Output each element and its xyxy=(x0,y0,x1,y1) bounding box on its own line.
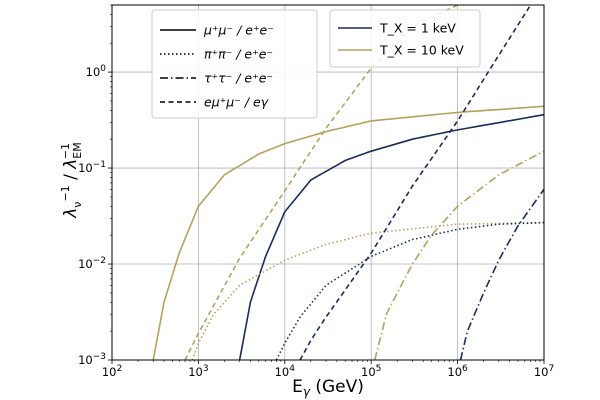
series-tautau-1keV xyxy=(459,188,544,360)
y-tick-label: 10−3 xyxy=(78,352,106,367)
y-tick-label: 100 xyxy=(86,64,107,79)
series-emumu-1keV xyxy=(299,5,532,360)
x-tick-label: 107 xyxy=(534,364,554,379)
legend-channel-label: π⁺π⁻ / e⁺e⁻ xyxy=(204,47,273,62)
x-tick-label: 102 xyxy=(102,364,122,379)
x-tick-label: 106 xyxy=(447,364,468,379)
x-tick-label: 103 xyxy=(188,364,208,379)
axis-ticks xyxy=(108,4,545,364)
legend-temps: T_X = 1 keV T_X = 10 keV xyxy=(329,9,481,68)
series-mumu-10keV xyxy=(152,105,544,360)
svg-text:λν−1 / λEM−1: λν−1 / λEM−1 xyxy=(59,142,84,219)
legend-channel-label: μ⁺μ⁻ / e⁺e⁻ xyxy=(203,23,274,38)
series-tautau-10keV xyxy=(374,150,544,360)
tick-labels: 102 103 104 105 106 107 10−3 10−2 10−1 100 xyxy=(78,64,554,379)
series-mumu-1keV xyxy=(238,113,544,360)
y-axis-label: λν−1 / λEM−1 xyxy=(59,142,84,219)
series-pipi-10keV xyxy=(191,221,544,360)
legend-temps-frame xyxy=(329,9,481,68)
legend-channels: μ⁺μ⁻ / e⁺e⁻ π⁺π⁻ / e⁺e⁻ τ⁺τ⁻ / e⁺e⁻ eμ⁺μ⁻ /… xyxy=(151,9,318,119)
y-tick-label: 10−1 xyxy=(78,160,106,175)
legend-channel-label: eμ⁺μ⁻ / eγ xyxy=(204,95,269,110)
x-tick-label: 104 xyxy=(275,364,296,379)
series-layer xyxy=(152,5,544,360)
legend-temp-label: T_X = 10 keV xyxy=(379,43,464,58)
x-tick-label: 105 xyxy=(361,364,381,379)
legend-channel-label: τ⁺τ⁻ / e⁺e⁻ xyxy=(204,71,273,86)
plot-frame xyxy=(111,4,545,361)
legend-channels-frame xyxy=(151,9,318,119)
y-tick-label: 10−2 xyxy=(78,256,106,271)
x-axis-label: Eγ (GeV) xyxy=(292,377,364,399)
series-pipi-1keV xyxy=(275,221,544,360)
legend-temp-label: T_X = 1 keV xyxy=(379,21,456,36)
